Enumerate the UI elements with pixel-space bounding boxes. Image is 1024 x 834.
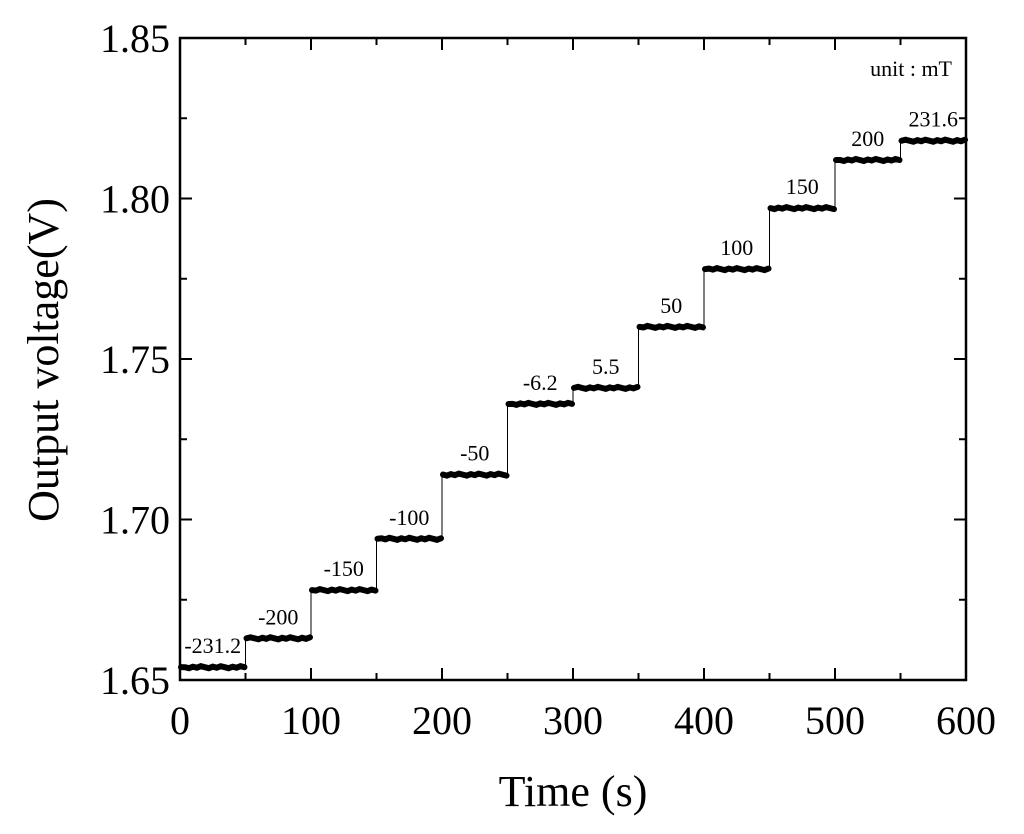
step-label: 200: [851, 126, 884, 151]
y-axis-title: Output voltage(V): [19, 198, 68, 522]
x-tick-label: 200: [412, 698, 472, 743]
step-plateau: [243, 634, 313, 643]
step-label: 100: [720, 235, 753, 260]
step-label: -231.2: [184, 633, 241, 658]
step-plateau: [898, 136, 968, 145]
step-labels: -231.2 -200 -150 -100 -50 -6.2 5.5 50 100 150 200 2…: [184, 107, 958, 658]
y-tick-label: 1.75: [100, 337, 170, 382]
unit-annotation: unit : mT: [870, 56, 952, 81]
x-axis-ticks: 0 100 200 300 400 500 600: [170, 38, 996, 743]
step-plateau: [440, 470, 510, 479]
x-tick-label: 400: [674, 698, 734, 743]
step-label: -150: [324, 556, 364, 581]
step-label: 5.5: [592, 354, 620, 379]
y-tick-label: 1.70: [100, 498, 170, 543]
step-label: 50: [660, 293, 682, 318]
y-tick-label: 1.85: [100, 16, 170, 61]
y-tick-label: 1.65: [100, 658, 170, 703]
step-plateau: [178, 663, 248, 672]
step-plateau: [309, 585, 379, 595]
step-plateau: [505, 399, 575, 409]
data-series: [178, 136, 968, 672]
step-label: -100: [389, 505, 429, 530]
x-tick-label: 0: [170, 698, 190, 743]
x-tick-label: 500: [805, 698, 865, 743]
step-plateau: [833, 155, 903, 165]
step-label: -6.2: [523, 370, 558, 395]
x-tick-label: 600: [936, 698, 996, 743]
step-plateau: [571, 383, 641, 393]
step-plateau: [767, 203, 837, 213]
step-label: -50: [460, 441, 489, 466]
x-tick-label: 300: [543, 698, 603, 743]
step-label: 231.6: [909, 107, 959, 132]
step-label: -200: [258, 604, 298, 629]
step-label: 150: [786, 174, 819, 199]
x-tick-label: 100: [281, 698, 341, 743]
y-tick-label: 1.80: [100, 177, 170, 222]
step-plateau: [702, 264, 772, 274]
y-axis-ticks: 1.65 1.70 1.75 1.80 1.85: [100, 16, 966, 703]
step-plateau: [374, 534, 444, 543]
x-axis-title: Time (s): [499, 767, 648, 816]
step-plateau: [636, 322, 706, 332]
plot-frame: [178, 36, 968, 682]
